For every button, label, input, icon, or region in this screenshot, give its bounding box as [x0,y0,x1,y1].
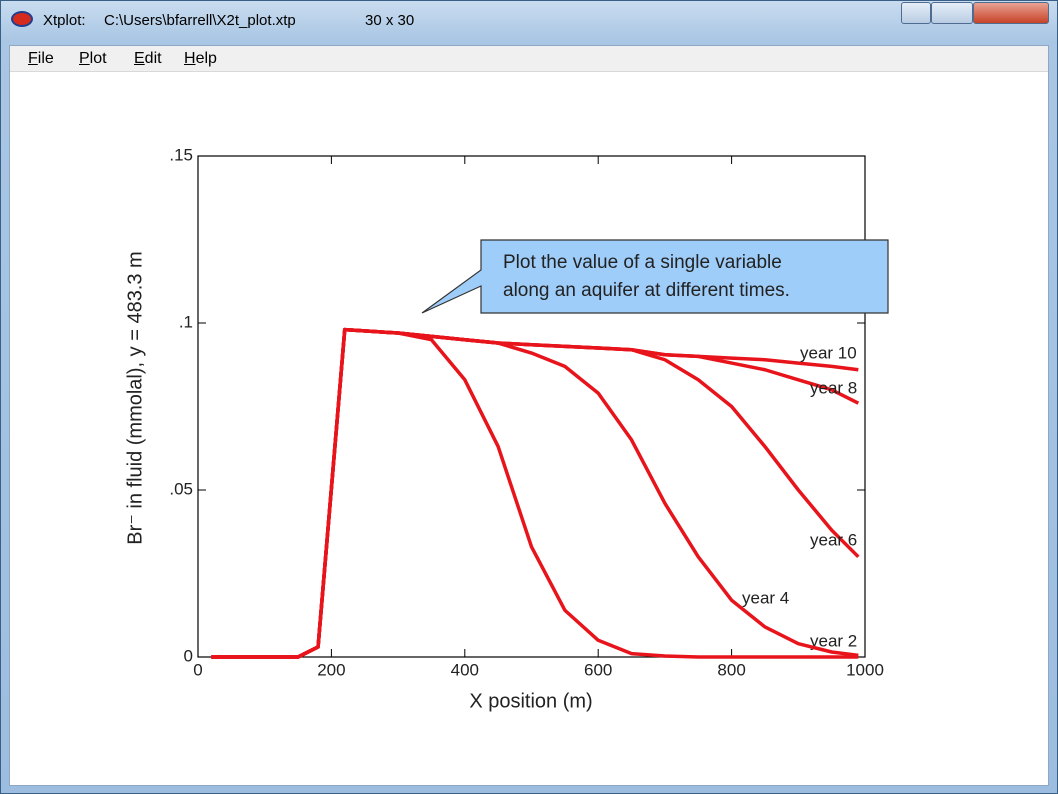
file-path: C:\Users\bfarrell\X2t_plot.xtp [104,12,296,29]
x-tick-label: 1000 [846,660,884,679]
data-line [211,327,859,659]
callout-text: along an aquifer at different times. [503,280,790,301]
x-axis-label: X position (m) [469,690,592,712]
menu-bar: File Plot Edit Help [10,46,1048,72]
y-tick-label: 0 [184,646,193,665]
plot-frame [197,155,866,658]
y-tick-label: .1 [179,312,193,331]
callout-text: Plot the value of a single variable [503,252,782,273]
title-bar: Xtplot: C:\Users\bfarrell\X2t_plot.xtp 3… [1,1,1057,37]
app-title: Xtplot: [43,12,86,29]
close-button[interactable] [973,2,1049,24]
menu-item[interactable]: Help [184,50,217,67]
series-label: year 8 [810,378,857,397]
data-line [211,327,859,659]
x-tick-label: 200 [317,660,345,679]
maximize-button[interactable] [931,2,973,24]
data-line [211,327,860,659]
x-tick-label: 400 [451,660,479,679]
x-tick-label: 800 [717,660,745,679]
x-tick-label: 600 [584,660,612,679]
data-line [211,327,859,659]
y-tick-label: .05 [169,479,193,498]
y-tick-label: .15 [169,145,193,164]
y-axis-label: Br⁻ in fluid (mmolal), y = 483.3 m [124,251,146,544]
menu-item[interactable]: File [28,50,54,67]
menu-item[interactable]: Plot [79,50,107,67]
data-line [211,327,860,659]
x-tick-label: 0 [193,660,202,679]
app-icon [11,11,33,27]
series-label: year 6 [810,530,857,549]
callout-box [421,239,889,314]
grid-size: 30 x 30 [365,12,415,29]
client-area: File Plot Edit Help [9,45,1049,786]
series-label: year 4 [742,588,789,607]
minimize-button[interactable] [901,2,931,24]
series-label: year 10 [800,343,857,362]
menu-item[interactable]: Edit [134,50,162,67]
series-label: year 2 [810,631,857,650]
